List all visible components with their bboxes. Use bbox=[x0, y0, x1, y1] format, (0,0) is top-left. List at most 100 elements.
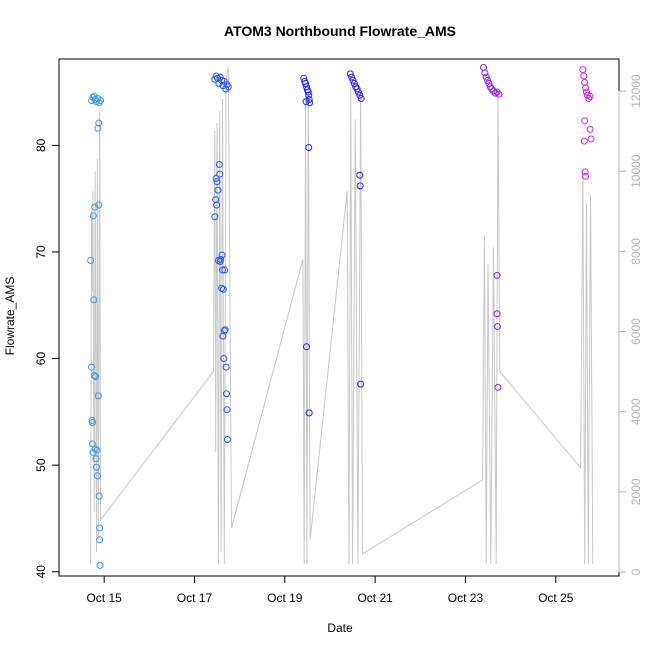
x-tick-label: Oct 25 bbox=[538, 591, 574, 605]
data-point bbox=[214, 186, 222, 194]
y2-tick-label: 2000 bbox=[629, 478, 643, 505]
chart-title: ATOM3 Northbound Flowrate_AMS bbox=[224, 23, 456, 39]
data-point bbox=[493, 310, 501, 318]
data-point bbox=[212, 196, 220, 204]
data-point bbox=[93, 472, 101, 480]
data-point bbox=[493, 88, 501, 96]
data-point bbox=[495, 90, 503, 98]
data-point bbox=[494, 323, 502, 331]
data-point bbox=[581, 78, 589, 86]
data-point bbox=[489, 87, 497, 95]
data-point bbox=[89, 212, 97, 220]
y-tick-label: 40 bbox=[34, 565, 48, 579]
data-point bbox=[481, 69, 489, 77]
x-tick-label: Oct 19 bbox=[267, 591, 303, 605]
data-point bbox=[217, 255, 225, 263]
y2-tick-label: 12000 bbox=[629, 74, 643, 108]
data-point bbox=[349, 76, 357, 84]
data-point bbox=[586, 92, 594, 100]
secondary-line-layer bbox=[90, 66, 594, 564]
data-point bbox=[92, 455, 100, 463]
data-point bbox=[357, 94, 365, 102]
data-point bbox=[216, 170, 224, 178]
data-point bbox=[88, 363, 96, 371]
points-layer bbox=[87, 64, 595, 569]
y2-tick-label: 10000 bbox=[629, 154, 643, 188]
data-point bbox=[220, 327, 228, 335]
data-point bbox=[356, 182, 364, 190]
data-point bbox=[224, 83, 232, 91]
data-point bbox=[587, 135, 595, 143]
data-point bbox=[88, 440, 96, 448]
data-point bbox=[302, 80, 310, 88]
data-point bbox=[94, 392, 102, 400]
data-point bbox=[485, 80, 493, 88]
data-point bbox=[223, 390, 231, 398]
data-point bbox=[350, 80, 358, 88]
data-point bbox=[582, 172, 590, 180]
data-point bbox=[348, 73, 356, 81]
data-point bbox=[92, 463, 100, 471]
data-point bbox=[95, 119, 103, 127]
data-point bbox=[494, 383, 502, 391]
data-point bbox=[582, 88, 590, 96]
data-point bbox=[213, 178, 221, 186]
data-point bbox=[96, 524, 104, 532]
data-point bbox=[579, 66, 587, 74]
data-point bbox=[94, 124, 102, 132]
axes-layer: Oct 15 Oct 17 Oct 19 Oct 21 Oct 23 Oct 25 40 50… bbox=[34, 74, 643, 605]
data-point bbox=[213, 201, 221, 209]
data-point bbox=[305, 143, 313, 151]
data-point bbox=[218, 266, 226, 274]
data-point bbox=[211, 213, 219, 221]
data-point bbox=[482, 73, 490, 81]
x-tick-label: Oct 17 bbox=[177, 591, 213, 605]
x-tick-label: Oct 23 bbox=[448, 591, 484, 605]
data-point bbox=[90, 296, 98, 304]
data-point bbox=[87, 256, 95, 264]
data-point bbox=[356, 91, 364, 99]
data-point bbox=[96, 561, 104, 569]
data-point bbox=[89, 93, 97, 101]
data-point bbox=[306, 99, 314, 107]
data-point bbox=[580, 72, 588, 80]
data-point bbox=[222, 363, 230, 371]
x-tick-label: Oct 21 bbox=[357, 591, 393, 605]
data-point bbox=[218, 251, 226, 259]
data-point bbox=[212, 174, 220, 182]
data-point bbox=[353, 85, 361, 93]
data-point bbox=[215, 161, 223, 169]
data-point bbox=[357, 380, 365, 388]
data-point bbox=[488, 85, 496, 93]
data-point bbox=[96, 536, 104, 544]
data-point bbox=[581, 117, 589, 125]
data-point bbox=[219, 285, 227, 293]
y-axis-label: Flowrate_AMS bbox=[3, 277, 17, 356]
data-point bbox=[586, 125, 594, 133]
y-tick-label: 60 bbox=[34, 352, 48, 366]
secondary-series-line bbox=[90, 66, 594, 564]
data-point bbox=[580, 137, 588, 145]
data-point bbox=[582, 84, 590, 92]
x-axis-label: Date bbox=[327, 621, 353, 635]
data-point bbox=[493, 271, 501, 279]
data-point bbox=[88, 419, 96, 426]
data-point bbox=[356, 171, 364, 179]
data-point bbox=[305, 91, 313, 99]
data-point bbox=[354, 88, 362, 96]
data-point bbox=[216, 73, 224, 81]
data-point bbox=[95, 492, 103, 500]
data-point bbox=[221, 326, 229, 334]
y2-tick-label: 0 bbox=[629, 568, 643, 575]
data-point bbox=[95, 201, 103, 209]
data-point bbox=[305, 409, 313, 417]
y-tick-label: 80 bbox=[34, 138, 48, 152]
y2-tick-label: 8000 bbox=[629, 238, 643, 265]
y-tick-label: 70 bbox=[34, 245, 48, 259]
data-point bbox=[93, 446, 101, 454]
data-point bbox=[223, 406, 231, 414]
x-tick-label: Oct 15 bbox=[86, 591, 122, 605]
data-point bbox=[97, 97, 105, 105]
data-point bbox=[304, 88, 312, 96]
